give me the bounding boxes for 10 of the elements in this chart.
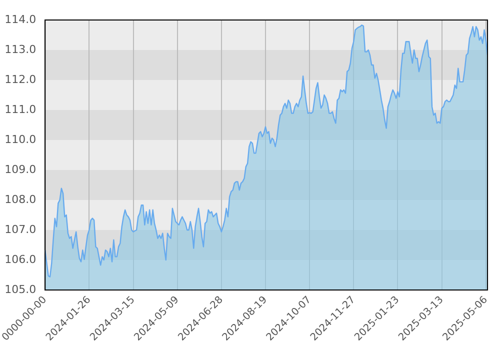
y-tick-label: 109.0 [4,162,36,176]
y-tick-label: 111.0 [4,102,36,116]
y-tick-label: 112.0 [4,72,36,86]
y-tick-label: 113.0 [4,42,36,56]
y-tick-label: 106.0 [4,252,36,266]
y-tick-label: 105.0 [4,282,36,296]
y-tick-label: 107.0 [4,222,36,236]
y-tick-label: 110.0 [4,132,36,146]
y-tick-label: 114.0 [4,12,36,26]
y-tick-label: 108.0 [4,192,36,206]
